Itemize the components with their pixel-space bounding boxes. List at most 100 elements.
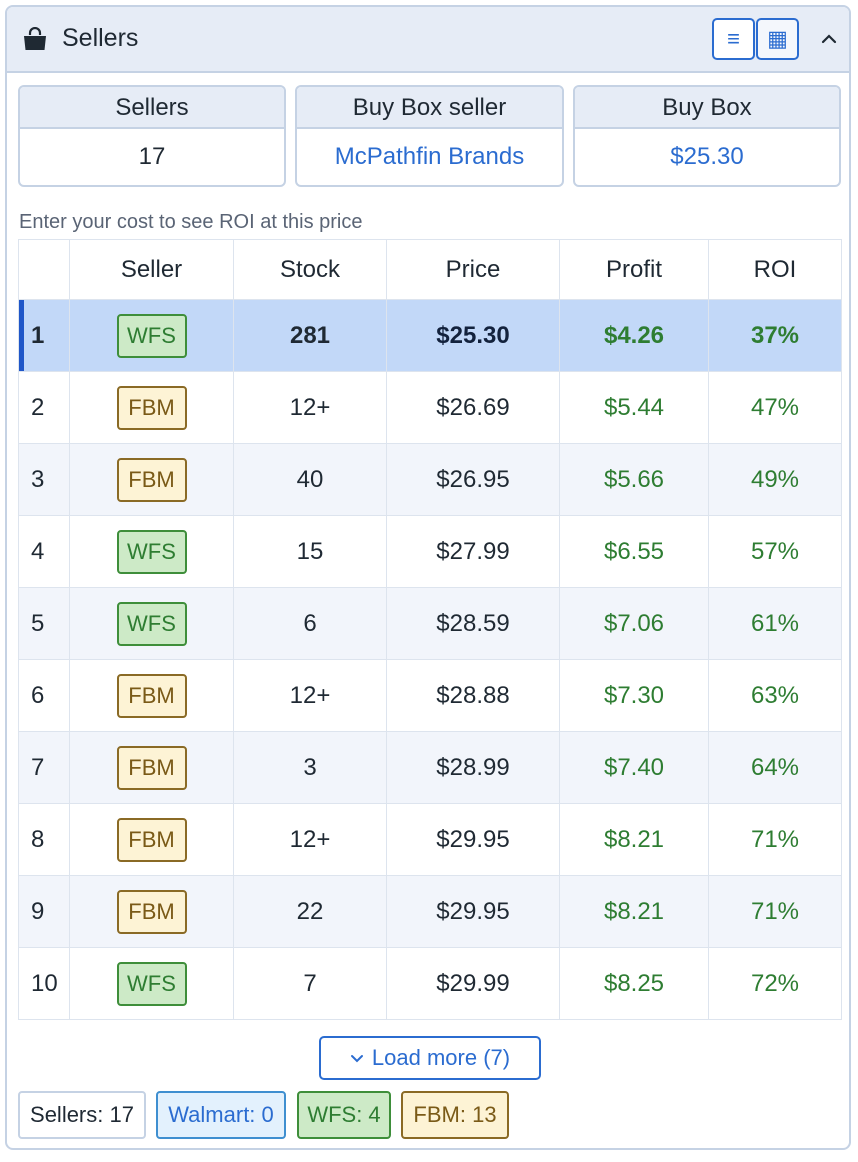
row-price: $26.69 bbox=[386, 371, 560, 444]
row-rank: 1 bbox=[18, 299, 70, 372]
row-stock: 40 bbox=[233, 443, 387, 516]
row-rank: 4 bbox=[18, 515, 70, 588]
row-profit: $7.06 bbox=[559, 587, 709, 660]
seller-type-badge: WFS bbox=[116, 313, 187, 358]
sellers-table: Seller Stock Price Profit ROI 1 WFS 281 … bbox=[18, 239, 842, 1020]
row-roi: 71% bbox=[708, 803, 842, 876]
table-row[interactable]: 9 FBM 22 $29.95 $8.21 71% bbox=[18, 875, 842, 948]
table-row[interactable]: 5 WFS 6 $28.59 $7.06 61% bbox=[18, 587, 842, 660]
row-profit: $7.30 bbox=[559, 659, 709, 732]
row-price: $28.99 bbox=[386, 731, 560, 804]
row-seller: FBM bbox=[69, 803, 234, 876]
row-stock: 12+ bbox=[233, 659, 387, 732]
row-roi: 61% bbox=[708, 587, 842, 660]
row-stock: 12+ bbox=[233, 803, 387, 876]
row-roi: 57% bbox=[708, 515, 842, 588]
stat-card-sellers: Sellers 17 bbox=[18, 85, 286, 187]
row-stock: 15 bbox=[233, 515, 387, 588]
row-price: $29.99 bbox=[386, 947, 560, 1020]
row-seller: FBM bbox=[69, 731, 234, 804]
row-stock: 7 bbox=[233, 947, 387, 1020]
header-profit: Profit bbox=[559, 239, 709, 300]
row-price: $25.30 bbox=[386, 299, 560, 372]
seller-type-badge: FBM bbox=[116, 889, 187, 934]
row-rank: 10 bbox=[18, 947, 70, 1020]
row-price: $28.59 bbox=[386, 587, 560, 660]
row-seller: FBM bbox=[69, 371, 234, 444]
table-row[interactable]: 6 FBM 12+ $28.88 $7.30 63% bbox=[18, 659, 842, 732]
stat-label: Buy Box seller bbox=[297, 87, 562, 129]
table-row[interactable]: 4 WFS 15 $27.99 $6.55 57% bbox=[18, 515, 842, 588]
seller-type-badge: FBM bbox=[116, 457, 187, 502]
row-roi: 63% bbox=[708, 659, 842, 732]
seller-type-badge: FBM bbox=[116, 817, 187, 862]
buy-box-seller-link[interactable]: McPathfin Brands bbox=[334, 143, 525, 170]
seller-type-badge: WFS bbox=[116, 529, 187, 574]
table-row[interactable]: 2 FBM 12+ $26.69 $5.44 47% bbox=[18, 371, 842, 444]
filter-chip-fbm[interactable]: FBM: 13 bbox=[401, 1091, 509, 1139]
row-stock: 12+ bbox=[233, 371, 387, 444]
row-profit: $5.66 bbox=[559, 443, 709, 516]
header-stock: Stock bbox=[233, 239, 387, 300]
panel-header: Sellers ≡ ▦ bbox=[7, 7, 849, 73]
table-row[interactable]: 1 WFS 281 $25.30 $4.26 37% bbox=[18, 299, 842, 372]
grid-view-button[interactable]: ▦ bbox=[756, 18, 799, 60]
row-rank: 2 bbox=[18, 371, 70, 444]
row-roi: 47% bbox=[708, 371, 842, 444]
row-rank: 6 bbox=[18, 659, 70, 732]
roi-hint: Enter your cost to see ROI at this price bbox=[19, 211, 363, 233]
row-seller: FBM bbox=[69, 659, 234, 732]
row-roi: 72% bbox=[708, 947, 842, 1020]
list-view-icon: ≡ bbox=[727, 26, 740, 51]
shopping-bag-icon bbox=[24, 27, 46, 50]
row-roi: 64% bbox=[708, 731, 842, 804]
row-rank: 5 bbox=[18, 587, 70, 660]
header-roi: ROI bbox=[708, 239, 842, 300]
filter-chip-walmart[interactable]: Walmart: 0 bbox=[156, 1091, 286, 1139]
seller-type-badge: FBM bbox=[116, 385, 187, 430]
header-rank bbox=[18, 239, 70, 300]
load-more-button[interactable]: Load more (7) bbox=[319, 1036, 541, 1080]
row-rank: 7 bbox=[18, 731, 70, 804]
stat-card-buy-box-seller: Buy Box seller McPathfin Brands bbox=[295, 85, 564, 187]
buy-box-price[interactable]: $25.30 bbox=[670, 143, 744, 170]
row-seller: WFS bbox=[69, 515, 234, 588]
row-seller: WFS bbox=[69, 587, 234, 660]
row-price: $27.99 bbox=[386, 515, 560, 588]
filter-chip-wfs[interactable]: WFS: 4 bbox=[297, 1091, 391, 1139]
row-roi: 49% bbox=[708, 443, 842, 516]
row-profit: $6.55 bbox=[559, 515, 709, 588]
stat-label: Sellers bbox=[20, 87, 284, 129]
stat-value: 17 bbox=[138, 143, 166, 170]
load-more-label: Load more (7) bbox=[371, 1045, 511, 1070]
seller-type-badge: FBM bbox=[116, 745, 187, 790]
seller-type-badge: FBM bbox=[116, 673, 187, 718]
row-rank: 9 bbox=[18, 875, 70, 948]
row-profit: $8.25 bbox=[559, 947, 709, 1020]
chevron-up-icon[interactable] bbox=[817, 27, 841, 51]
table-row[interactable]: 3 FBM 40 $26.95 $5.66 49% bbox=[18, 443, 842, 516]
row-roi: 71% bbox=[708, 875, 842, 948]
row-rank: 3 bbox=[18, 443, 70, 516]
header-seller: Seller bbox=[69, 239, 234, 300]
list-view-button[interactable]: ≡ bbox=[712, 18, 755, 60]
row-stock: 281 bbox=[233, 299, 387, 372]
sellers-panel: Sellers ≡ ▦ Sellers 17 Buy Box seller Mc… bbox=[5, 5, 851, 1150]
grid-view-icon: ▦ bbox=[767, 26, 788, 51]
filter-chip-all-sellers[interactable]: Sellers: 17 bbox=[18, 1091, 146, 1139]
table-row[interactable]: 7 FBM 3 $28.99 $7.40 64% bbox=[18, 731, 842, 804]
row-stock: 3 bbox=[233, 731, 387, 804]
table-row[interactable]: 10 WFS 7 $29.99 $8.25 72% bbox=[18, 947, 842, 1020]
header-price: Price bbox=[386, 239, 560, 300]
row-seller: FBM bbox=[69, 875, 234, 948]
row-profit: $5.44 bbox=[559, 371, 709, 444]
row-price: $29.95 bbox=[386, 803, 560, 876]
chevron-down-icon bbox=[350, 1055, 363, 1063]
row-price: $28.88 bbox=[386, 659, 560, 732]
row-profit: $8.21 bbox=[559, 875, 709, 948]
row-roi: 37% bbox=[708, 299, 842, 372]
table-row[interactable]: 8 FBM 12+ $29.95 $8.21 71% bbox=[18, 803, 842, 876]
row-profit: $8.21 bbox=[559, 803, 709, 876]
row-price: $26.95 bbox=[386, 443, 560, 516]
panel-title: Sellers bbox=[62, 24, 139, 52]
